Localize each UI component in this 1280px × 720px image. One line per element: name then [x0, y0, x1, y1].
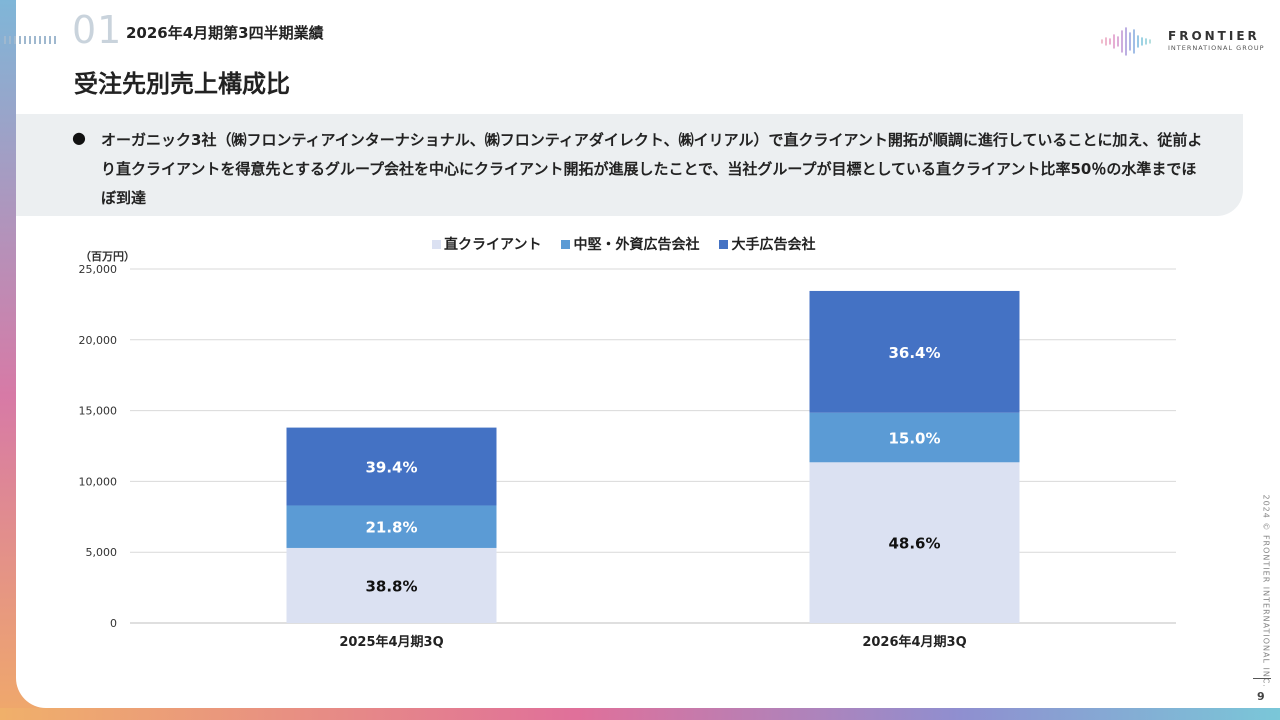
legend-label: 中堅・外資広告会社 [573, 237, 700, 253]
data-label: 21.8% [365, 519, 417, 537]
bar-segment [809, 462, 1020, 623]
summary-text: オーガニック3社（㈱フロンティアインターナショナル、㈱フロンティアダイレクト、㈱… [101, 131, 1203, 207]
legend-label: 直クライアント [444, 237, 542, 253]
bar-segment [809, 290, 1020, 413]
company-logo: FRONTIER INTERNATIONAL GROUP [1098, 26, 1268, 56]
page-title: 受注先別売上構成比 [74, 70, 290, 98]
legend-swatch [561, 239, 571, 249]
y-axis-unit-label: （百万円） [80, 250, 135, 263]
y-tick-label: 10,000 [79, 475, 118, 488]
x-tick-label: 2025年4月期3Q [339, 634, 443, 650]
wave-logo-icon [1101, 27, 1151, 56]
legend-swatch [432, 239, 441, 249]
copyright-text: 2024 © FRONTIER INTERNATIONAL INC. [1261, 494, 1271, 688]
data-label: 36.4% [888, 344, 940, 362]
logo-name: FRONTIER [1168, 29, 1260, 43]
bar-segment [809, 412, 1020, 463]
y-tick-label: 25,000 [79, 263, 118, 276]
page-number: 9 [1257, 690, 1265, 703]
legend-item-major: 大手広告会社 [719, 234, 815, 254]
y-tick-label: 5,000 [86, 546, 118, 559]
bottom-gradient-bar [0, 708, 1280, 720]
y-tick-label: 15,000 [79, 405, 118, 418]
section-number: 01 [72, 8, 123, 52]
bullet-icon: ● [72, 128, 86, 147]
decorative-ticks [4, 36, 56, 44]
section-title: 2026年4月期第3四半期業績 [126, 24, 324, 42]
data-label: 48.6% [888, 535, 940, 553]
page-divider [1253, 678, 1271, 679]
y-tick-label: 20,000 [79, 334, 118, 347]
legend-swatch [719, 239, 729, 249]
data-label: 39.4% [365, 459, 417, 477]
y-tick-label: 0 [110, 617, 117, 630]
legend-item-mid: 中堅・外資広告会社 [561, 234, 699, 254]
summary-box [16, 114, 1243, 216]
data-label: 38.8% [365, 577, 417, 595]
bar-segment [286, 505, 497, 548]
bar-segment [286, 547, 497, 623]
x-tick-label: 2026年4月期3Q [862, 634, 966, 650]
data-label: 15.0% [888, 430, 940, 448]
legend-label: 大手広告会社 [731, 237, 816, 253]
legend-item-direct: 直クライアント [432, 234, 541, 254]
chart-legend: 直クライアント 中堅・外資広告会社 大手広告会社 [432, 234, 815, 254]
logo-subtitle: INTERNATIONAL GROUP [1168, 44, 1265, 52]
bar-segment [286, 427, 497, 506]
